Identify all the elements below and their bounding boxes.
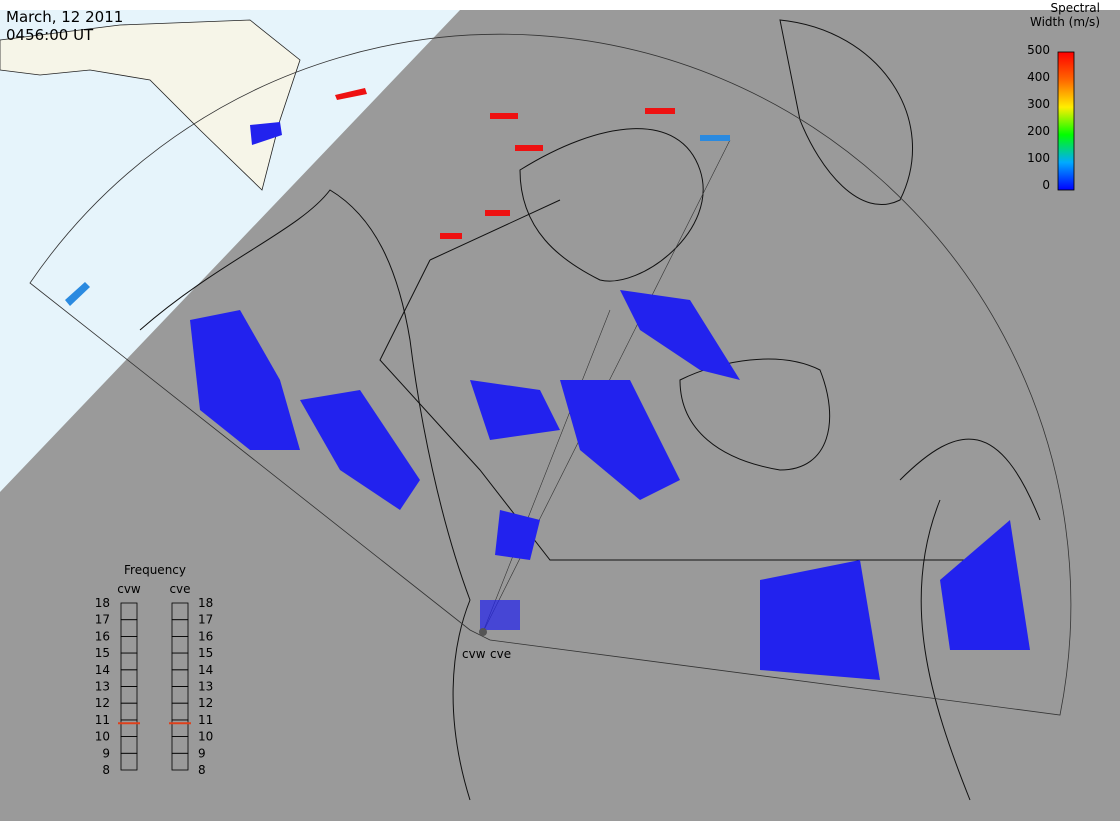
frequency-tick-label: 13 [198,680,213,694]
cell [560,380,680,500]
date: March, 12 2011 [6,8,123,26]
daylight-land [0,19,301,191]
frequency-tick-label: 18 [198,596,213,610]
frequency-tick-label: 18 [95,596,110,610]
frequency-box [171,602,189,621]
frequency-tick-label: 12 [95,696,110,710]
cell [700,135,730,141]
cell [620,290,740,380]
frequency-tick-label: 8 [102,763,110,777]
colorbar-title: Spectral Width (m/s) [1030,1,1100,29]
cell [470,380,560,440]
frequency-tick-label: 12 [198,696,213,710]
radar-name: cvw [117,582,141,596]
radar-label: cvw [462,647,486,661]
cell [250,122,282,145]
cell [495,510,540,560]
cell [490,113,518,119]
radar-site [479,628,487,636]
cell [515,145,543,151]
cell [940,520,1030,650]
cell [485,210,510,216]
frequency-title: Frequency [124,563,186,577]
cell [480,600,520,630]
colorbar-tick-label: 400 [1027,70,1050,84]
cell [760,560,880,680]
frequency-tick-label: 14 [95,663,110,677]
frequency-tick-label: 10 [198,730,213,744]
beam-line [482,309,611,633]
frequency-tick-label: 16 [198,629,213,643]
colorbar-tick-label: 0 [1042,178,1050,192]
hudson-arctic [519,128,831,471]
top-strip [0,0,1120,10]
frequency-tick-label: 9 [102,746,110,760]
time: 0456:00 UT [6,26,94,44]
cell [65,282,90,306]
cell [190,310,300,450]
daylight-ocean [0,10,460,492]
frequency-box [120,602,138,621]
colorbar-tick-label: 200 [1027,124,1050,138]
colorbar-tick-label: 300 [1027,97,1050,111]
radar-fov [29,33,1072,716]
borders [379,199,990,561]
frequency-tick-label: 14 [198,663,213,677]
frequency-tick-label: 11 [95,713,110,727]
frequency-tick-label: 9 [198,746,206,760]
cell [300,390,420,510]
cell [645,108,675,114]
frequency-tick-label: 11 [198,713,213,727]
colorbar-tick-label: 100 [1027,151,1050,165]
radar-name: cve [169,582,190,596]
radar-cells [65,88,1030,680]
coastline-west [139,189,471,801]
frequency-tick-label: 15 [95,646,110,660]
frequency-tick-label: 13 [95,680,110,694]
cell [440,233,462,239]
radar-label: cve [490,647,511,661]
frequency-tick-label: 16 [95,629,110,643]
frequency-tick-label: 15 [198,646,213,660]
frequency-tick-label: 10 [95,730,110,744]
colorbar-tick-label: 500 [1027,43,1050,57]
frequency-tick-label: 17 [198,613,213,627]
coastline-east [779,19,1041,801]
colorbar [1057,51,1075,191]
cell [335,88,367,100]
frequency-tick-label: 17 [95,613,110,627]
frequency-tick-label: 8 [198,763,206,777]
